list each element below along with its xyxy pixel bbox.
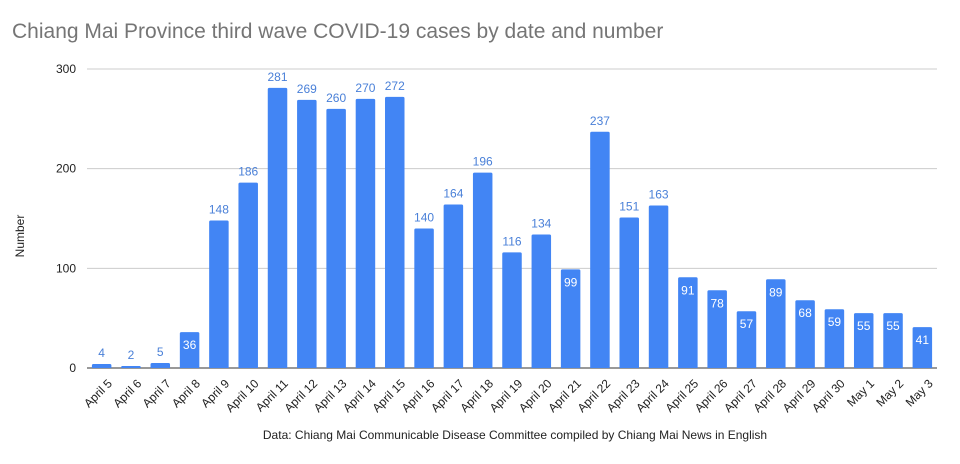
x-tick-label: April 8	[169, 376, 203, 410]
bar	[443, 204, 464, 368]
bar	[560, 269, 581, 368]
bar	[179, 332, 200, 368]
data-label: 55	[857, 319, 871, 333]
bar	[883, 313, 903, 368]
x-tick-label: May 2	[873, 376, 906, 409]
x-tick-label: May 1	[844, 376, 877, 409]
data-label: 4	[98, 346, 105, 360]
data-label: 272	[385, 79, 405, 93]
source-note: Data: Chiang Mai Communicable Disease Co…	[262, 428, 768, 442]
data-label: 164	[443, 187, 463, 201]
bar	[736, 311, 757, 368]
data-label: 91	[681, 283, 695, 297]
data-label: 148	[209, 202, 229, 216]
data-label: 99	[564, 275, 578, 289]
bar	[297, 99, 317, 368]
data-label: 270	[355, 81, 375, 95]
data-label: 237	[590, 114, 610, 128]
x-tick-label: May 3	[903, 376, 936, 409]
data-label: 36	[183, 338, 197, 352]
data-label: 2	[128, 348, 135, 362]
bar	[326, 108, 346, 368]
bar	[590, 131, 610, 368]
x-tick-label: April 10	[223, 376, 262, 415]
y-tick-label: 0	[69, 361, 76, 375]
x-tick-label: April 5	[81, 376, 115, 410]
y-tick-label: 200	[56, 162, 76, 176]
bar	[267, 87, 288, 368]
x-tick-label: April 7	[140, 376, 174, 410]
bar	[355, 98, 376, 369]
bar	[150, 363, 171, 368]
data-label: 134	[531, 216, 551, 230]
data-label: 59	[828, 315, 842, 329]
x-tick-label: April 6	[110, 376, 144, 410]
bar	[795, 300, 815, 368]
data-label: 68	[798, 306, 812, 320]
data-label: 281	[268, 70, 288, 84]
bar	[678, 277, 698, 368]
bar	[853, 313, 874, 368]
data-label: 116	[502, 234, 521, 248]
y-tick-label: 300	[56, 62, 76, 76]
bar	[414, 228, 434, 368]
data-label: 41	[916, 333, 930, 347]
data-label: 55	[886, 319, 900, 333]
bar	[472, 172, 493, 368]
bar	[209, 220, 229, 368]
data-label: 186	[238, 165, 258, 179]
bar	[121, 366, 141, 368]
y-tick-label: 100	[56, 261, 76, 275]
data-label: 89	[769, 285, 783, 299]
bar	[385, 96, 405, 368]
bar	[531, 234, 552, 368]
data-label: 151	[619, 200, 639, 214]
data-label: 5	[157, 345, 164, 359]
bar	[824, 309, 845, 368]
data-label: 196	[473, 155, 493, 169]
bar	[91, 364, 112, 368]
data-label: 260	[326, 91, 346, 105]
data-label: 78	[710, 296, 724, 310]
data-label: 269	[297, 82, 317, 96]
bar	[766, 279, 786, 368]
x-tick-label: April 30	[809, 376, 848, 415]
bar	[619, 217, 639, 368]
data-label: 57	[740, 317, 754, 331]
bar	[502, 252, 522, 368]
bar	[707, 290, 727, 368]
bar	[238, 182, 258, 368]
data-label: 163	[649, 188, 669, 202]
chart-title: Chiang Mai Province third wave COVID-19 …	[12, 20, 664, 43]
bar	[912, 327, 933, 368]
bar	[648, 205, 669, 368]
data-label: 140	[414, 210, 434, 224]
